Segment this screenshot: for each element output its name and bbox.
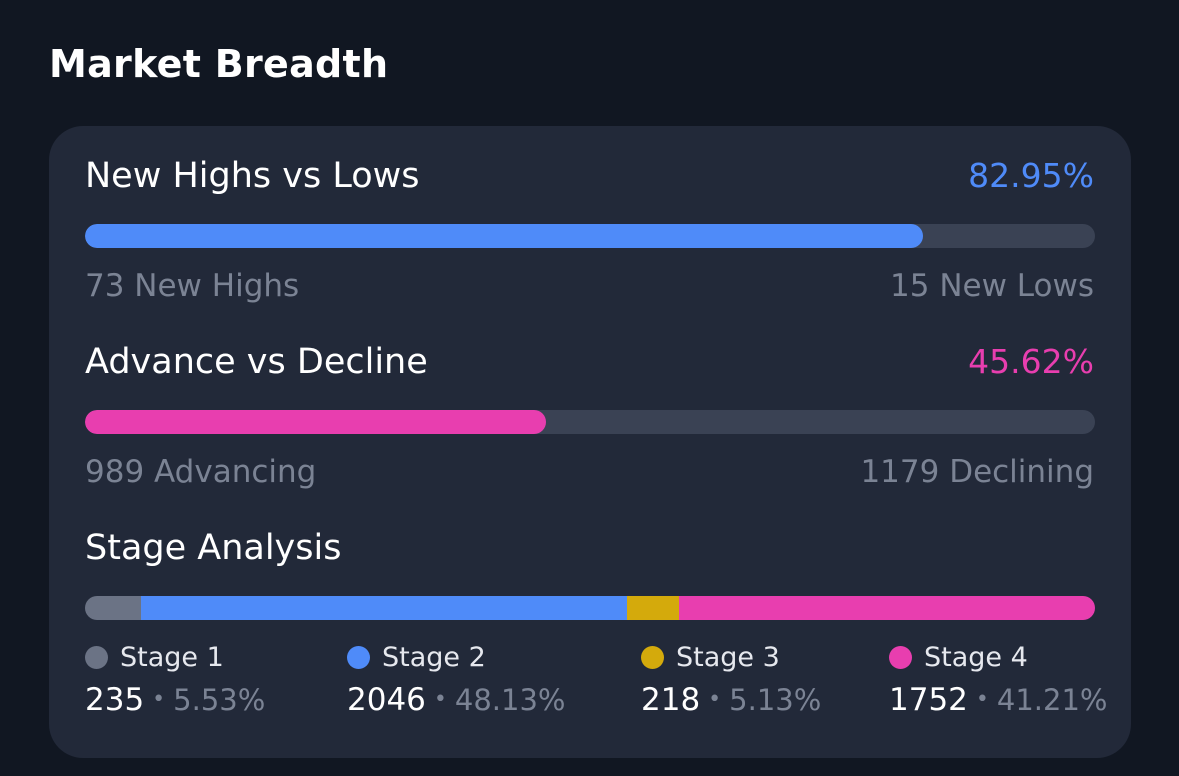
new-highs-lows-footer: 73 New Highs 15 New Lows (85, 268, 1094, 304)
stage-2-separator: • (433, 687, 447, 712)
advance-decline-footer: 989 Advancing 1179 Declining (85, 454, 1094, 490)
stage-2-percent: 48.13% (454, 683, 566, 717)
advance-decline-percent: 45.62% (968, 342, 1094, 381)
stage-3-segment (626, 596, 679, 620)
stage-2-count: 2046 (347, 682, 426, 718)
new-highs-lows-percent: 82.95% (968, 156, 1094, 195)
stage-3-dot-icon (641, 645, 664, 669)
market-breadth-card: New Highs vs Lows 82.95% 73 New Highs 15… (49, 126, 1131, 758)
stage-1-dot-icon (85, 645, 108, 669)
advance-decline-header: Advance vs Decline 45.62% (85, 342, 1094, 382)
advance-decline-title: Advance vs Decline (85, 342, 428, 382)
stage-1-segment (85, 596, 141, 620)
stage-1-separator: • (152, 687, 166, 712)
declining-count: 1179 Declining (860, 454, 1094, 490)
advance-decline-bar (85, 410, 1095, 434)
new-lows-count: 15 New Lows (890, 268, 1094, 304)
stage-3-label: Stage 3 (676, 641, 780, 673)
stage-4-separator: • (975, 687, 989, 712)
advancing-count: 989 Advancing (85, 454, 317, 490)
new-highs-lows-bar (85, 224, 1095, 248)
stage-4-count: 1752 (889, 682, 968, 718)
stage-4-segment (678, 596, 1095, 620)
stage-distribution-bar (85, 596, 1095, 620)
stage-2-segment (140, 596, 627, 620)
legend-item-stage-2: Stage 2 2046 • 48.13% (347, 640, 565, 718)
stage-3-separator: • (708, 687, 722, 712)
stage-4-percent: 41.21% (996, 683, 1108, 717)
new-highs-lows-bar-fill (85, 224, 923, 248)
new-highs-lows-title: New Highs vs Lows (85, 156, 420, 196)
new-highs-lows-header: New Highs vs Lows 82.95% (85, 156, 1094, 196)
stage-1-percent: 5.53% (173, 683, 266, 717)
stage-3-count: 218 (641, 682, 701, 718)
legend-item-stage-4: Stage 4 1752 • 41.21% (889, 640, 1107, 718)
stage-4-dot-icon (889, 645, 912, 669)
page-title: Market Breadth (49, 42, 389, 86)
stage-3-percent: 5.13% (729, 683, 822, 717)
stage-2-label: Stage 2 (382, 641, 486, 673)
advance-decline-bar-fill (85, 410, 546, 434)
stage-1-label: Stage 1 (120, 641, 224, 673)
new-highs-count: 73 New Highs (85, 268, 300, 304)
stage-4-label: Stage 4 (924, 641, 1028, 673)
stage-2-dot-icon (347, 645, 370, 669)
stage-analysis-title: Stage Analysis (85, 528, 342, 568)
stage-1-count: 235 (85, 682, 145, 718)
stage-legend: Stage 1 235 • 5.53% Stage 2 2046 • 48.13% St… (85, 640, 1107, 720)
legend-item-stage-3: Stage 3 218 • 5.13% (641, 640, 821, 718)
stage-analysis-header: Stage Analysis (85, 528, 1094, 568)
legend-item-stage-1: Stage 1 235 • 5.53% (85, 640, 265, 718)
